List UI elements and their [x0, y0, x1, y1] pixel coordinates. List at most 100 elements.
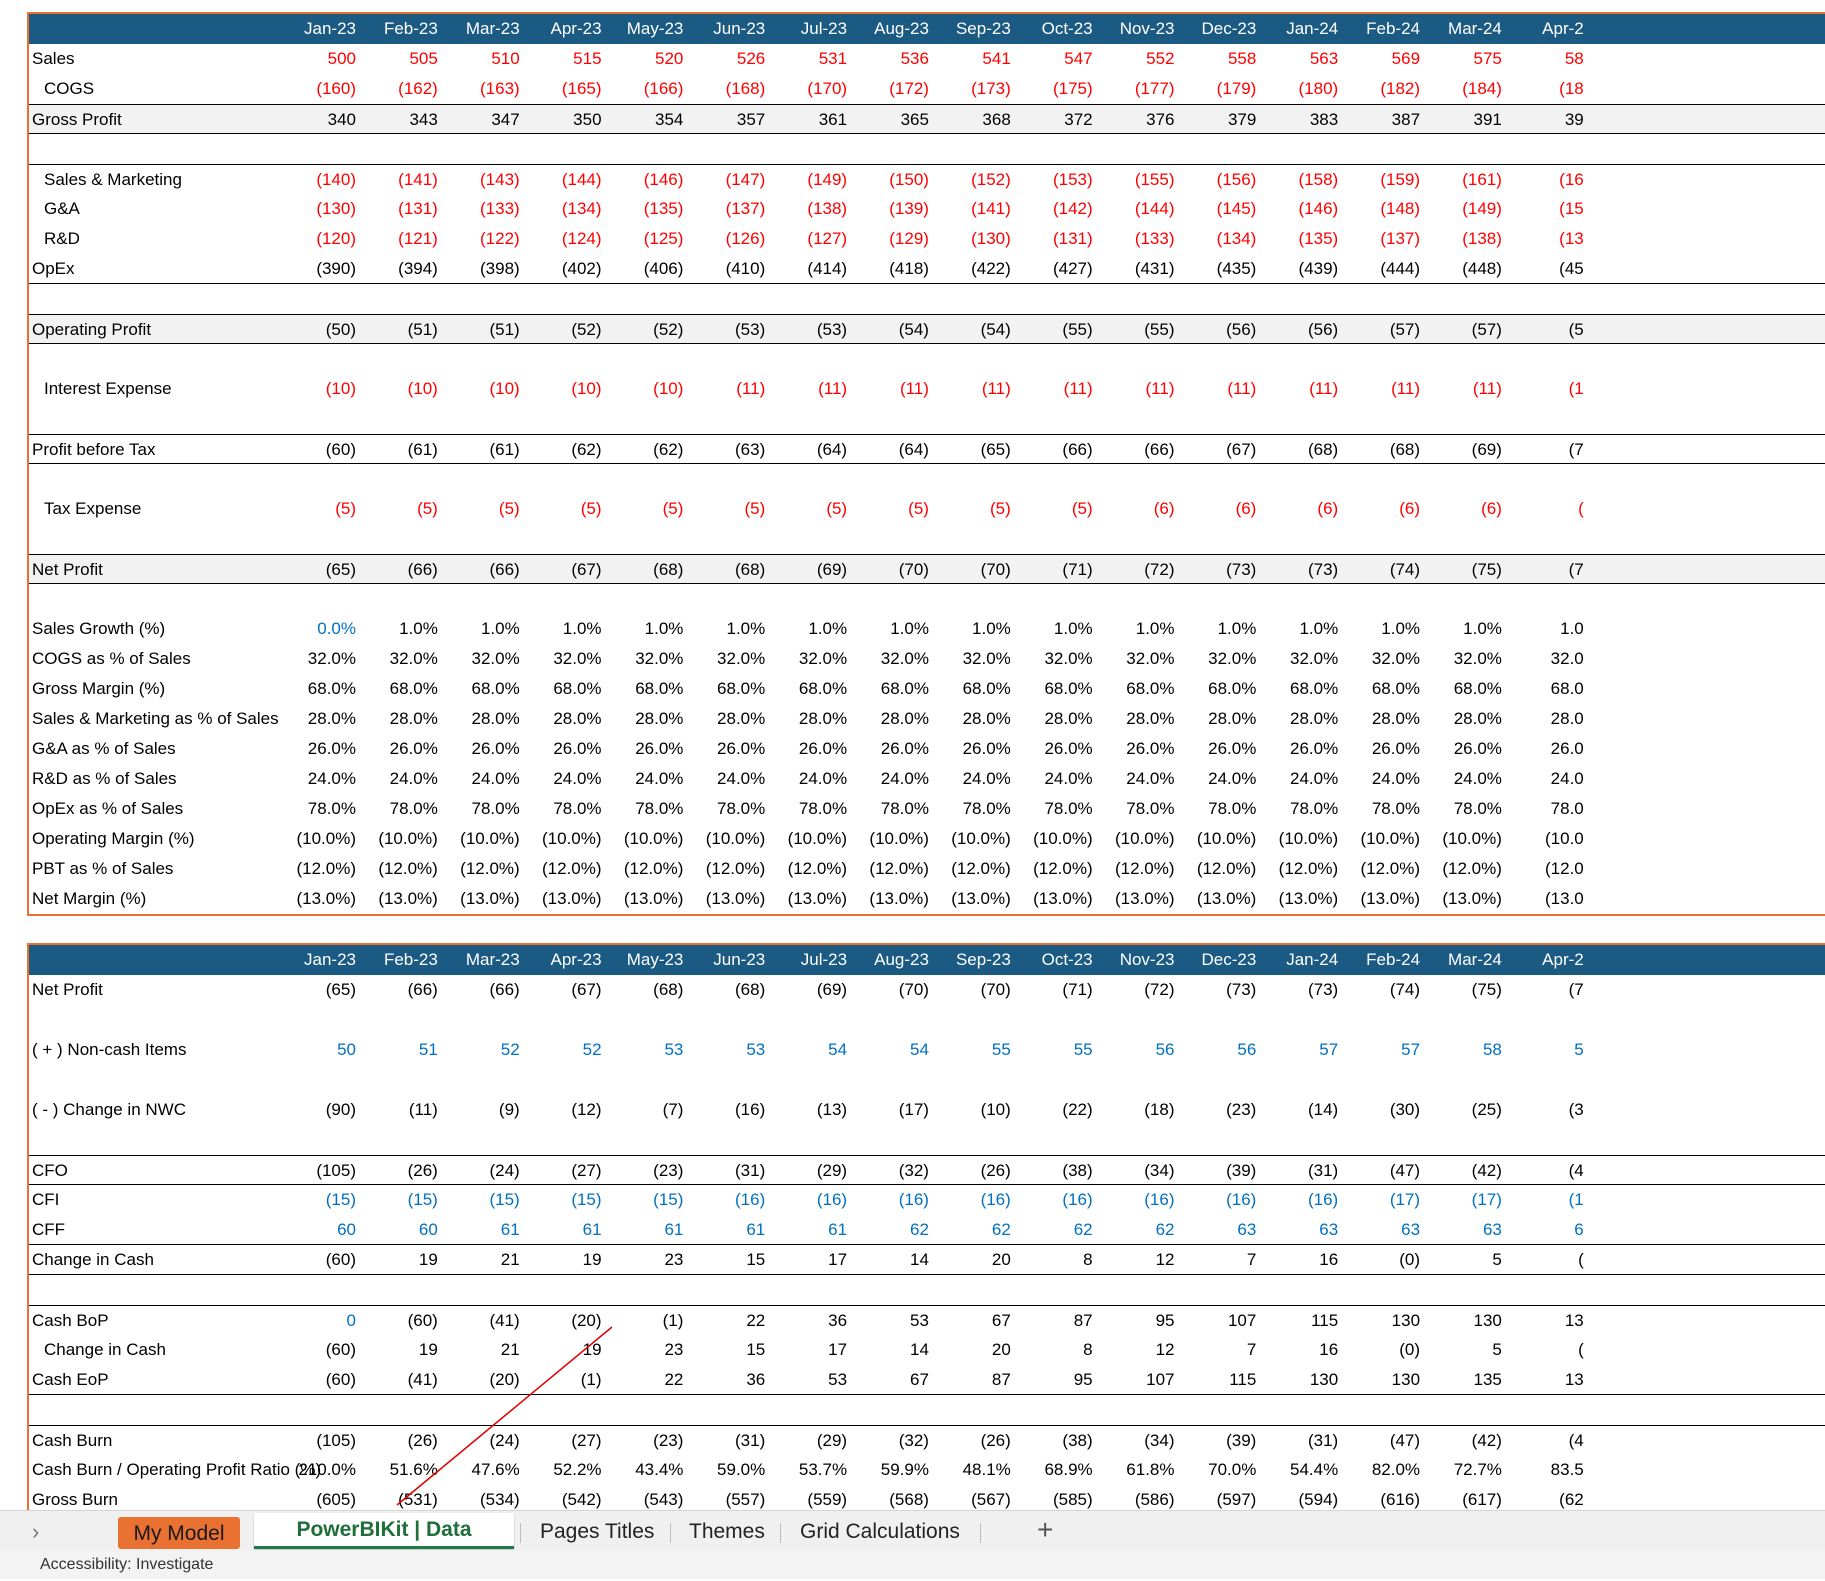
value-cell[interactable]: (390) [316, 259, 356, 278]
value-cell[interactable]: (12.0 [1545, 859, 1584, 878]
value-cell[interactable]: 1.0% [644, 619, 684, 638]
value-cell[interactable]: (16) [898, 1190, 929, 1209]
value-cell[interactable]: (160) [316, 79, 356, 98]
value-cell[interactable]: (71) [1062, 980, 1093, 999]
month-header-cell[interactable]: Apr-2 [1542, 950, 1584, 969]
value-cell[interactable]: (16) [816, 1190, 848, 1209]
value-cell[interactable]: 130 [1309, 1370, 1339, 1389]
value-cell[interactable]: 1.0% [399, 619, 438, 638]
value-cell[interactable]: 24.0% [717, 769, 766, 788]
value-cell[interactable]: (10.0%) [1442, 829, 1502, 848]
month-header-cell[interactable]: Apr-23 [550, 19, 602, 38]
value-cell[interactable]: 78.0% [553, 799, 602, 818]
value-cell[interactable]: (177) [1134, 79, 1175, 98]
value-cell[interactable]: (31) [735, 1431, 766, 1450]
value-cell[interactable]: 1.0% [562, 619, 602, 638]
value-cell[interactable]: (13.0%) [378, 889, 438, 908]
value-cell[interactable]: (105) [316, 1431, 356, 1450]
value-cell[interactable]: 1.0% [1381, 619, 1421, 638]
row-nwc[interactable]: ( - ) Change in NWC (90) (11) (9) (12) (7) (16… [29, 1095, 1825, 1125]
value-cell[interactable]: (69) [1471, 440, 1502, 459]
tab-themes[interactable]: Themes [689, 1520, 765, 1543]
month-header-cell[interactable]: Mar-24 [1448, 950, 1502, 969]
value-cell[interactable]: (13.0%) [1278, 889, 1339, 908]
value-cell[interactable]: 32.0% [1289, 649, 1339, 668]
value-cell[interactable]: (15) [407, 1190, 438, 1209]
value-cell[interactable]: (13.0%) [705, 889, 766, 908]
value-cell[interactable]: 15 [746, 1340, 766, 1359]
value-cell[interactable]: (23) [1226, 1100, 1257, 1119]
value-cell[interactable]: 210.0% [298, 1460, 356, 1479]
value-cell[interactable]: 575 [1473, 49, 1502, 68]
value-cell[interactable]: (73) [1307, 560, 1339, 579]
value-cell[interactable]: (10) [325, 379, 356, 398]
value-cell[interactable]: (66) [489, 560, 520, 579]
value-cell[interactable]: 53 [746, 1040, 766, 1059]
value-cell[interactable]: 17 [828, 1250, 848, 1269]
value-cell[interactable]: (10.0%) [1033, 829, 1093, 848]
value-cell[interactable]: (130) [971, 229, 1011, 248]
value-cell[interactable]: (18 [1559, 79, 1584, 98]
value-cell[interactable]: (13.0%) [1114, 889, 1175, 908]
value-cell[interactable]: 541 [982, 49, 1011, 68]
value-cell[interactable]: 13 [1564, 1311, 1584, 1330]
value-cell[interactable]: (7 [1568, 560, 1584, 579]
value-cell[interactable]: 130 [1391, 1370, 1421, 1389]
value-cell[interactable]: 28.0% [962, 709, 1011, 728]
value-cell[interactable]: (13.0%) [1360, 889, 1421, 908]
value-cell[interactable]: (62) [653, 440, 684, 459]
value-cell[interactable]: (6) [1153, 499, 1175, 518]
value-cell[interactable]: (52) [571, 320, 602, 339]
value-cell[interactable]: 130 [1391, 1311, 1421, 1330]
value-cell[interactable]: (12.0%) [460, 859, 520, 878]
value-cell[interactable]: 19 [418, 1250, 438, 1269]
value-cell[interactable]: 78.0% [880, 799, 929, 818]
value-cell[interactable]: (121) [398, 229, 438, 248]
value-cell[interactable]: (422) [971, 259, 1011, 278]
value-cell[interactable]: (5) [826, 499, 848, 518]
value-cell[interactable]: 59.9% [880, 1460, 929, 1479]
value-cell[interactable]: 5 [1492, 1250, 1502, 1269]
value-cell[interactable]: (543) [643, 1490, 684, 1509]
value-cell[interactable]: 376 [1146, 110, 1175, 129]
value-cell[interactable]: (54) [898, 320, 929, 339]
value-cell[interactable]: 61 [828, 1220, 848, 1239]
value-cell[interactable]: 68.0 [1550, 679, 1584, 698]
value-cell[interactable]: (139) [889, 199, 929, 218]
month-header-cell[interactable]: Jan-23 [304, 950, 356, 969]
value-cell[interactable]: 68.0% [307, 679, 356, 698]
value-cell[interactable]: 7 [1246, 1250, 1257, 1269]
value-cell[interactable]: (12.0%) [1196, 859, 1257, 878]
value-cell[interactable]: 26.0% [1289, 739, 1339, 758]
value-cell[interactable]: (6) [1317, 499, 1339, 518]
row-net-profit[interactable]: Net Profit (65) (66) (66) (67) (68) (68) (69) (7… [29, 554, 1825, 584]
value-cell[interactable]: 68.0% [1371, 679, 1421, 698]
value-cell[interactable]: 53 [828, 1370, 848, 1389]
month-header-cell[interactable]: Jan-24 [1286, 19, 1339, 38]
value-cell[interactable]: 54 [828, 1040, 848, 1059]
value-cell[interactable]: 0.0% [317, 619, 356, 638]
value-cell[interactable]: 95 [1155, 1311, 1175, 1330]
value-cell[interactable]: 26.0% [1126, 739, 1175, 758]
value-cell[interactable]: (54) [980, 320, 1011, 339]
value-cell[interactable]: 0 [346, 1311, 356, 1330]
value-cell[interactable]: (155) [1134, 170, 1175, 189]
value-cell[interactable]: (10) [653, 379, 684, 398]
value-cell[interactable]: 8 [1083, 1250, 1093, 1269]
value-cell[interactable]: (165) [561, 79, 602, 98]
value-cell[interactable]: 28.0% [1453, 709, 1502, 728]
value-cell[interactable]: (12.0%) [1442, 859, 1502, 878]
value-cell[interactable]: (427) [1052, 259, 1093, 278]
value-cell[interactable]: 51.6% [389, 1460, 438, 1479]
value-cell[interactable]: (5) [335, 499, 356, 518]
value-cell[interactable]: (557) [725, 1490, 766, 1509]
value-cell[interactable]: (10.0%) [1196, 829, 1257, 848]
value-cell[interactable]: (414) [807, 259, 848, 278]
value-cell[interactable]: (69) [816, 560, 848, 579]
value-cell[interactable]: 563 [1309, 49, 1339, 68]
value-cell[interactable]: (120) [316, 229, 356, 248]
value-cell[interactable]: (47) [1389, 1431, 1421, 1450]
value-cell[interactable]: 68.0% [1453, 679, 1502, 698]
value-cell[interactable]: (68) [653, 980, 684, 999]
value-cell[interactable]: 67 [910, 1370, 929, 1389]
